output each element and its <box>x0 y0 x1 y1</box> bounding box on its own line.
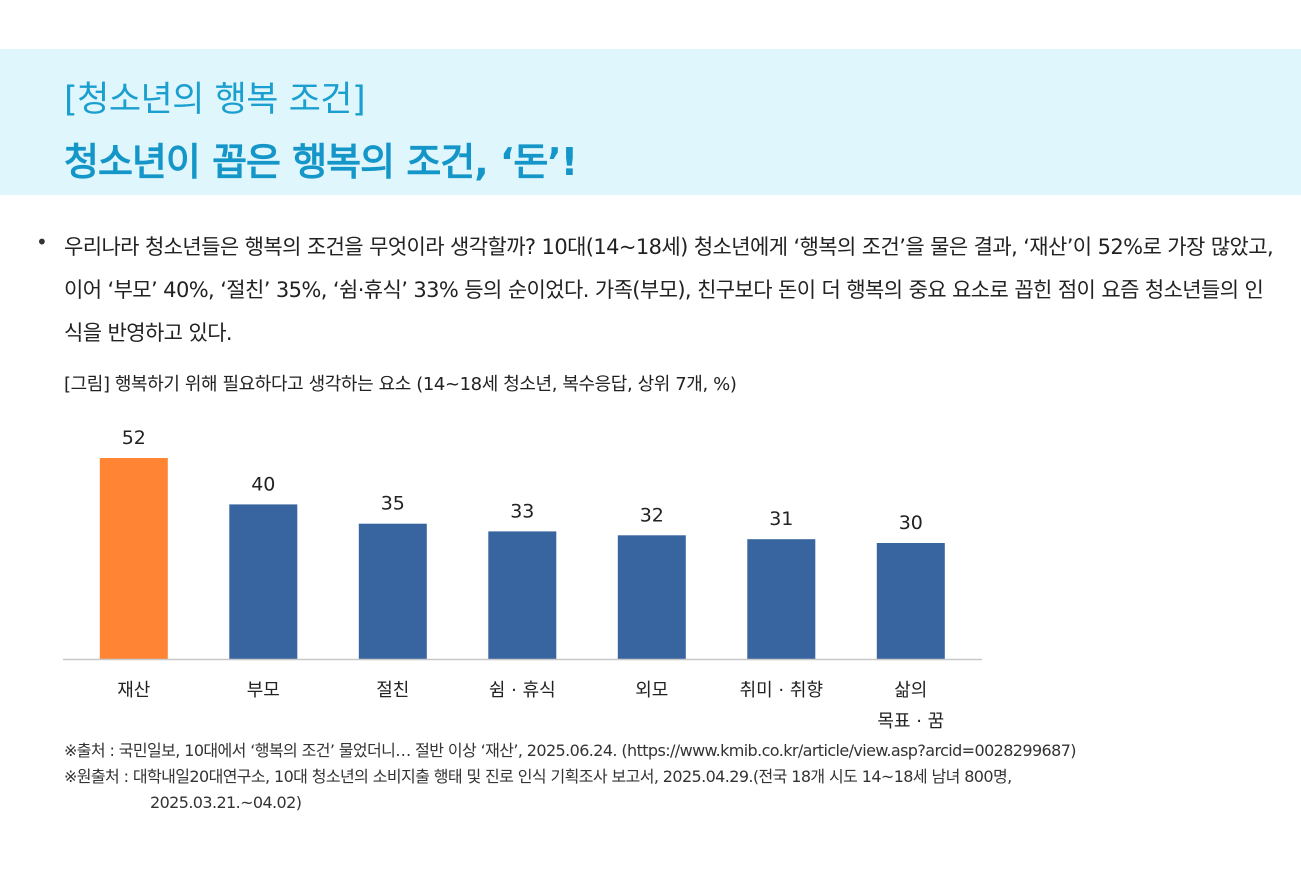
data-label-6: 31 <box>769 508 793 530</box>
body-paragraph: 우리나라 청소년들은 행복의 조건을 무엇이라 생각할까? 10대(14~18세… <box>64 235 1274 345</box>
bar-6 <box>747 539 816 659</box>
bar-5 <box>617 535 686 659</box>
source-notes: ※출처 : 국민일보, 10대에서 ‘행복의 조건’ 물었더니… 절반 이상 ‘… <box>64 738 1284 816</box>
source-note: ※출처 : 국민일보, 10대에서 ‘행복의 조건’ 물었더니… 절반 이상 ‘… <box>64 741 1077 760</box>
category-label-7-line-2: 목표 · 꿈 <box>877 711 944 732</box>
data-label-7: 30 <box>899 512 923 534</box>
category-label-5: 외모 <box>635 680 668 701</box>
data-label-2: 40 <box>251 473 275 495</box>
origin-note: ※원출처 : 대학내일20대연구소, 10대 청소년의 소비지출 행태 및 진로… <box>64 767 1012 786</box>
bar-2 <box>229 504 298 659</box>
data-label-4: 33 <box>510 500 534 522</box>
category-label-6: 취미 · 취향 <box>740 680 823 701</box>
origin-note-continued: 2025.03.21.~04.02) <box>150 793 302 812</box>
bar-1 <box>99 458 168 659</box>
category-label-2: 부모 <box>247 680 280 701</box>
figure-caption: [그림] 행복하기 위해 필요하다고 생각하는 요소 (14~18세 청소년, … <box>64 374 737 395</box>
category-label-1: 재산 <box>117 680 150 701</box>
data-label-5: 32 <box>640 504 664 526</box>
category-label-7-line-1: 삶의 <box>894 680 927 701</box>
bar-7 <box>876 543 945 659</box>
category-label-4: 쉼 · 휴식 <box>489 680 556 701</box>
bullet-icon: • <box>36 230 48 254</box>
bar-4 <box>488 531 557 659</box>
header-banner: [청소년의 행복 조건] 청소년이 꼽은 행복의 조건, ‘돈’! <box>0 49 1301 195</box>
category-label-3: 절친 <box>376 680 409 701</box>
bar-3 <box>358 523 427 659</box>
section-subtitle: [청소년의 행복 조건] <box>64 80 366 120</box>
bar-chart: 52 재산 40 부모 35 절친 33 쉼 · 휴식 32 외모 31 취미 · 취향 30 삶의목표 … <box>63 427 982 732</box>
data-label-3: 35 <box>381 493 405 515</box>
page-title: 청소년이 꼽은 행복의 조건, ‘돈’! <box>64 140 578 184</box>
data-label-1: 52 <box>122 427 146 449</box>
